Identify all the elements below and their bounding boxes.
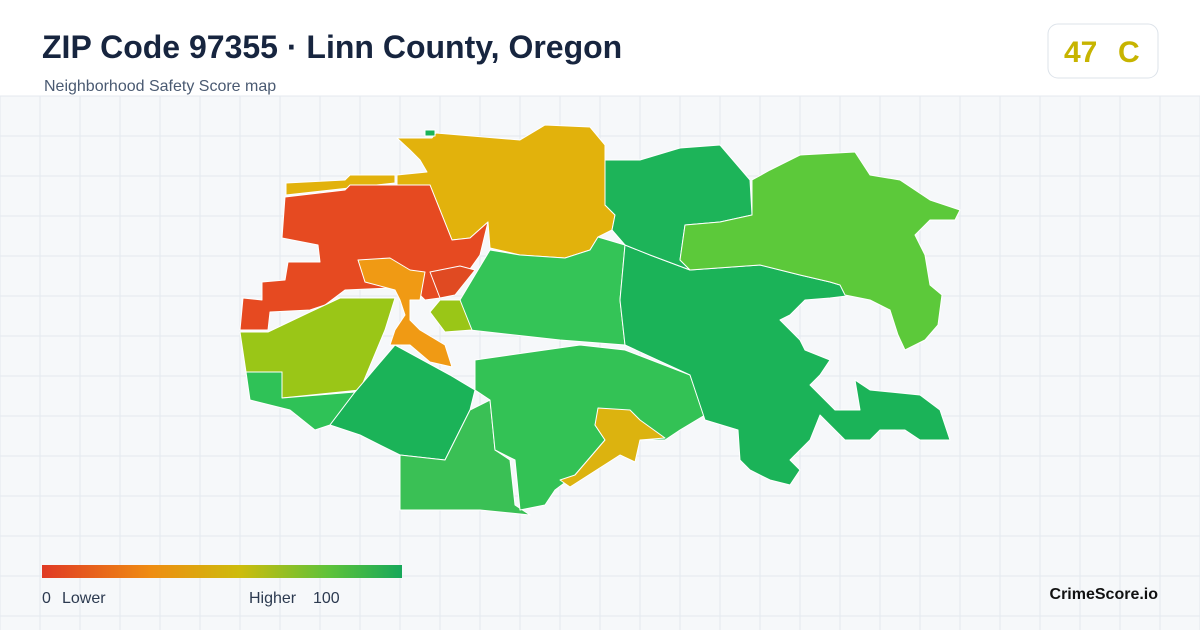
brand: CrimeScore.io [1050,586,1159,603]
score-value: 47 [1064,36,1097,69]
subtitle: Neighborhood Safety Score map [44,78,276,95]
area [559,407,666,488]
area [357,257,453,368]
area [239,184,489,331]
area [285,174,396,196]
area [459,236,626,346]
area [429,265,476,299]
score-grade: C [1118,36,1140,69]
legend-max-label: Higher [249,590,297,607]
area [429,299,473,333]
legend-scale [42,565,402,578]
area [424,129,436,137]
score-badge [1047,23,1159,79]
area [399,399,531,516]
legend-min-label: Lower [62,590,106,607]
title: ZIP Code 97355 · Linn County, Oregon [42,29,622,65]
map [239,124,961,516]
legend-min: 0 [42,590,51,607]
area [679,151,961,351]
legend-max: 100 [313,590,340,607]
